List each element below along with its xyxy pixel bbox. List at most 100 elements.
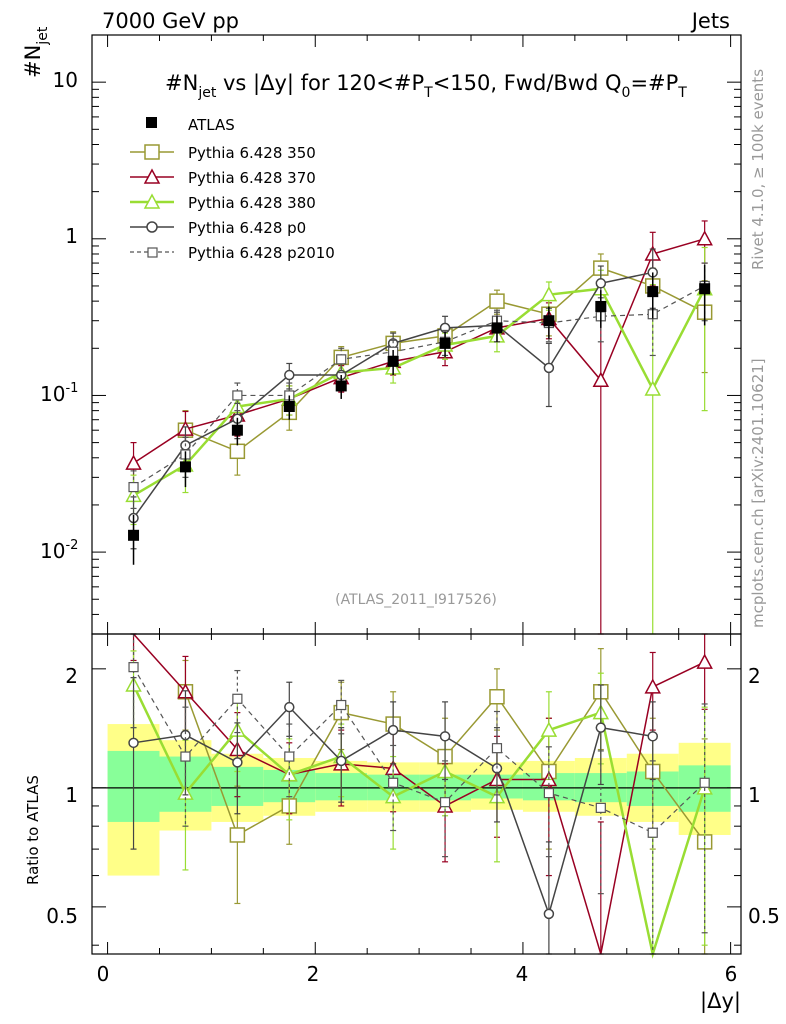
legend-label-380: Pythia 6.428 380 [188, 194, 316, 212]
series-4-ratio-point [699, 777, 710, 788]
atlas-point [595, 300, 607, 312]
legend-marker-atlas [146, 117, 157, 128]
series-4-ratio-point [595, 802, 606, 813]
atlas-point [128, 529, 140, 541]
ratio-tick-label-1-right: 1 [748, 783, 761, 807]
series-3-main-line [132, 271, 653, 519]
series-4-ratio-point [543, 787, 554, 799]
header-right: Jets [690, 9, 730, 33]
series-3-ratio-point [595, 722, 607, 733]
series-4-ratio-point [388, 777, 399, 788]
x-tick-label-4: 4 [516, 962, 529, 986]
legend: ATLAS Pythia 6.428 350 Pythia 6.428 370 … [130, 116, 335, 262]
y-tick-label-1: 1 [65, 224, 78, 248]
series-3-main-point [284, 369, 295, 381]
series-1-ratio-point [644, 678, 661, 694]
atlas-point [699, 283, 711, 295]
legend-label-350: Pythia 6.428 350 [188, 144, 316, 162]
mcplots-label: mcplots.cern.ch [arXiv:2401.10621] [749, 358, 767, 628]
series-3-main-point [595, 278, 607, 289]
series-3-ratio-point [647, 731, 658, 742]
series-4-ratio-line [133, 666, 706, 834]
header-left: 7000 GeV pp [102, 9, 239, 33]
ratio-tick-label-1: 1 [65, 783, 78, 807]
atlas-point [283, 401, 295, 413]
series-1-main-series [125, 220, 713, 635]
ratio-tick-label-0.5-right: 0.5 [748, 904, 780, 928]
x-tick-label-6: 6 [725, 962, 738, 986]
legend-marker-350 [144, 144, 160, 160]
series-1-main-point [592, 371, 610, 388]
series-4-ratio-point [491, 743, 503, 754]
series-4-ratio-point [647, 827, 658, 838]
series-3-ratio-point [284, 701, 295, 713]
series-4-main-series [128, 262, 710, 510]
series-3-ratio-point [335, 755, 347, 767]
atlas-point [231, 424, 243, 436]
series-4-ratio-point [336, 699, 347, 711]
analysis-watermark: (ATLAS_2011_I917526) [335, 592, 497, 608]
atlas-point [335, 380, 347, 392]
atlas-point [439, 337, 451, 349]
atlas-data [128, 265, 711, 565]
legend-label-370: Pythia 6.428 370 [188, 169, 316, 187]
series-4-main-point [232, 390, 243, 401]
atlas-point [543, 315, 555, 327]
series-3-main-point [543, 362, 555, 374]
legend-marker-370 [143, 168, 161, 184]
ratio-tick-label-2-right: 2 [748, 664, 761, 688]
series-3-ratio-point [232, 757, 243, 768]
atlas-point [387, 355, 399, 367]
series-0-main-point [229, 443, 246, 460]
ratio-tick-label-0.5: 0.5 [46, 904, 78, 928]
series-4-ratio-point [232, 693, 243, 704]
series-3-ratio-point [439, 731, 451, 742]
atlas-point [179, 461, 191, 473]
legend-label-p0: Pythia 6.428 p0 [188, 219, 306, 237]
rivet-label: Rivet 4.1.0, ≥ 100k events [749, 69, 767, 270]
series-2-ratio-line [132, 684, 706, 959]
series-4-main-line [133, 285, 705, 488]
series-1-ratio-point [696, 653, 713, 669]
series-4-ratio-series [128, 633, 710, 955]
series-layer [125, 220, 713, 959]
plot-title: #Njet vs |Δy| for 120<#PT<150, Fwd/Bwd Q… [165, 71, 687, 101]
series-2-main-point [644, 380, 661, 396]
atlas-point [647, 286, 659, 298]
legend-marker-p0 [146, 221, 158, 233]
y-tick-label-10: 10 [53, 68, 78, 92]
y-tick-label-0.01: 10-2 [40, 538, 78, 563]
y-axis-label: #Njet [21, 26, 51, 78]
series-4-ratio-point [284, 751, 295, 762]
series-3-ratio-point [543, 908, 555, 920]
series-3-main-series [128, 248, 658, 550]
atlas-point [491, 322, 503, 334]
ratio-tick-label-2: 2 [65, 664, 78, 688]
x-tick-label-2: 2 [307, 962, 320, 986]
legend-marker-380 [143, 193, 161, 209]
series-0-main-point [489, 293, 505, 309]
series-2-main-series [125, 246, 713, 635]
series-4-ratio-point [439, 797, 451, 808]
ratio-y-axis-label: Ratio to ATLAS [24, 775, 42, 885]
series-2-main-point [540, 286, 558, 302]
series-1-main-line [133, 238, 705, 464]
series-2-ratio-point [540, 721, 558, 737]
series-1-main-point [125, 454, 142, 470]
x-tick-label-0: 0 [97, 962, 110, 986]
series-4-ratio-point [180, 751, 191, 762]
series-1-main-point [696, 230, 713, 246]
series-3-ratio-point [128, 737, 139, 749]
series-4-ratio-point [128, 662, 139, 673]
legend-marker-p2010 [147, 247, 158, 258]
legend-label-atlas: ATLAS [188, 116, 235, 134]
series-2-main-line [132, 287, 706, 497]
ratio-plot-frame [91, 633, 742, 955]
series-4-main-point [336, 354, 347, 365]
series-0-ratio-point [489, 689, 505, 705]
axis-ticks [92, 34, 741, 954]
y-tick-label-0.1: 10-1 [40, 381, 78, 406]
series-3-ratio-point [387, 724, 399, 736]
series-4-main-point [128, 481, 139, 493]
